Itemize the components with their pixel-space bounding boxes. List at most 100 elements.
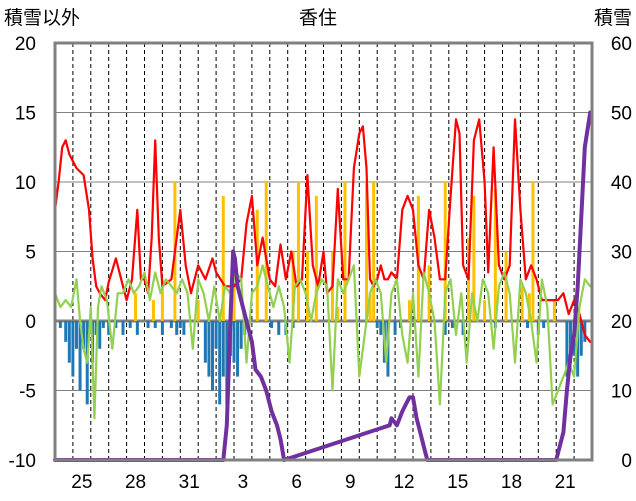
- snow-bar: [153, 321, 157, 328]
- snow-bar: [160, 321, 164, 335]
- rain-bar: [291, 251, 295, 321]
- snow-bar: [232, 321, 236, 363]
- snow-bar: [175, 321, 179, 335]
- snow-bar: [178, 321, 182, 328]
- snow-bar: [450, 321, 454, 328]
- rain-bar: [520, 286, 524, 321]
- rain-bar: [232, 286, 236, 321]
- rain-bar: [368, 293, 372, 321]
- rain-bar: [372, 182, 376, 321]
- right-y-tick-label: 40: [611, 173, 632, 194]
- snow-bar: [211, 321, 215, 391]
- snow-bar: [114, 321, 118, 328]
- snow-bar: [169, 321, 173, 328]
- rain-bar: [364, 182, 368, 321]
- snow-bar: [565, 321, 569, 377]
- snow-bar: [82, 321, 86, 349]
- snow-bar: [101, 321, 105, 328]
- x-tick-label: 28: [125, 472, 146, 493]
- rain-bar: [336, 307, 340, 321]
- snow-bar: [94, 321, 98, 335]
- right-y-tick-label: 60: [611, 34, 632, 55]
- snow-bar: [236, 321, 240, 377]
- snow-bar: [443, 321, 447, 335]
- snow-bar: [225, 321, 229, 405]
- snow-bar: [207, 321, 211, 377]
- snow-bar: [98, 321, 102, 349]
- chart-title: 香住: [299, 7, 337, 29]
- snow-bar: [569, 321, 573, 363]
- snow-bar: [58, 321, 62, 328]
- snow-depth-line: [53, 110, 593, 462]
- snow-bar: [67, 321, 71, 363]
- rain-bar: [472, 195, 476, 321]
- left-axis-label: 積雪以外: [4, 7, 80, 29]
- left-y-tick-label: -5: [19, 382, 36, 403]
- snow-bar: [379, 321, 383, 335]
- x-tick-label: 25: [71, 472, 92, 493]
- rain-bar: [196, 300, 200, 321]
- rain-bar: [483, 300, 487, 321]
- snow-bar: [542, 321, 546, 328]
- snow-bar: [375, 321, 379, 328]
- rain-bar: [407, 300, 411, 321]
- snow-bar: [78, 321, 82, 391]
- snow-bar: [526, 321, 530, 328]
- snow-bar: [107, 321, 111, 335]
- snow-bar: [135, 321, 139, 335]
- series-lines: [53, 110, 593, 462]
- gridlines: [55, 43, 592, 460]
- rain-bar: [134, 293, 138, 321]
- snow-bar: [64, 321, 68, 342]
- x-tick-label: 15: [447, 472, 468, 493]
- rain-bar: [160, 279, 164, 321]
- snow-bar: [239, 321, 243, 349]
- rain-bar: [552, 300, 556, 321]
- x-tick-label: 21: [555, 472, 576, 493]
- rain-bar: [221, 195, 225, 321]
- x-tick-label: 9: [345, 472, 356, 493]
- snow-bar: [128, 321, 132, 328]
- rain-bar: [305, 251, 309, 321]
- rain-bar: [151, 300, 155, 321]
- temperature-line: [53, 118, 592, 343]
- rain-bar: [443, 182, 447, 321]
- right-y-tick-label: 10: [611, 382, 632, 403]
- left-y-tick-label: 15: [15, 104, 36, 125]
- x-tick-label: 6: [291, 472, 302, 493]
- right-y-tick-label: 0: [621, 451, 632, 472]
- snow-bar: [146, 321, 150, 328]
- snow-bar: [203, 321, 207, 363]
- rain-bar: [296, 182, 300, 321]
- snow-bar: [576, 321, 580, 377]
- snow-bar: [121, 321, 125, 335]
- right-y-tick-label: 30: [611, 243, 632, 264]
- rain-bar: [314, 195, 318, 321]
- snow-bar: [277, 321, 281, 335]
- snow-bar: [214, 321, 218, 349]
- rain-bar: [493, 188, 497, 321]
- left-y-tick-label: 5: [25, 243, 36, 264]
- rain-bar: [343, 182, 347, 321]
- snow-bar: [393, 321, 397, 335]
- x-tick-label: 31: [179, 472, 200, 493]
- right-axis-label: 積雪: [594, 7, 632, 29]
- right-y-tick-label: 20: [611, 312, 632, 333]
- snow-bar: [221, 321, 225, 377]
- left-y-tick-label: 10: [15, 173, 36, 194]
- rain-bar: [504, 251, 508, 321]
- x-tick-label: 3: [238, 472, 249, 493]
- snow-bar: [182, 321, 186, 335]
- temperature-line: [53, 264, 592, 420]
- left-y-tick-label: 20: [15, 34, 36, 55]
- snow-bar: [71, 321, 75, 377]
- right-y-tick-label: 50: [611, 104, 632, 125]
- left-y-tick-label: 0: [25, 312, 36, 333]
- rain-bar: [264, 182, 268, 321]
- x-tick-label: 12: [393, 472, 414, 493]
- left-y-tick-label: -10: [9, 451, 36, 472]
- snow-bar: [579, 321, 583, 356]
- snow-bar: [74, 321, 78, 349]
